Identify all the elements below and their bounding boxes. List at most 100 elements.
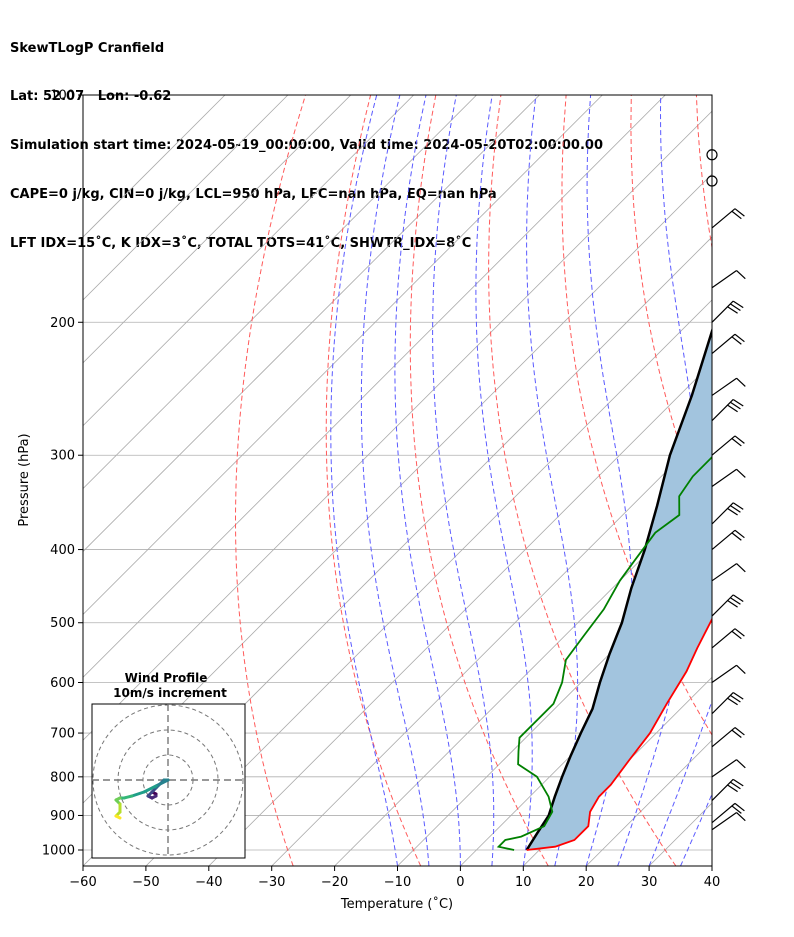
barb-flag <box>734 208 745 217</box>
y-tick-label: 800 <box>50 770 75 785</box>
barb-staff <box>711 812 737 831</box>
barb-flag <box>731 210 742 220</box>
barb-flag <box>727 507 738 516</box>
x-tick-label: −30 <box>258 875 285 890</box>
isotherm-line <box>775 95 794 866</box>
x-tick-label: −20 <box>321 875 348 890</box>
moist-adiabat-line <box>432 95 495 866</box>
y-tick-label: 100 <box>50 89 75 104</box>
hodograph-segment <box>142 784 158 794</box>
y-tick-label: 900 <box>50 809 75 824</box>
wind-barb <box>711 435 745 456</box>
barb-flag <box>732 778 744 787</box>
barb-flag <box>736 270 746 280</box>
barb-staff <box>711 435 736 456</box>
isotherm-line <box>83 95 226 238</box>
isotherm-line <box>83 95 477 490</box>
hodograph-segment <box>114 814 122 820</box>
x-tick-label: 20 <box>578 875 595 890</box>
y-tick-label: 200 <box>50 316 75 331</box>
barb-staff <box>711 300 734 323</box>
barb-flag <box>734 529 745 539</box>
barb-staff <box>711 563 737 582</box>
isotherm-line <box>83 95 352 364</box>
wind-barb <box>711 628 745 649</box>
wind-barb <box>711 502 744 525</box>
isotherm-line <box>523 676 712 866</box>
barb-flag <box>736 563 746 573</box>
wind-barb <box>711 692 744 715</box>
moist-adiabat-line <box>330 95 398 866</box>
barb-staff <box>711 727 736 748</box>
dry-adiabat-line <box>409 95 549 866</box>
header-indices: LFT IDX=15˚C, K IDX=3˚C, TOTAL TOTS=41˚C… <box>10 236 472 252</box>
moist-adiabat-line <box>680 792 712 866</box>
barb-staff <box>711 399 734 422</box>
y-tick-label: 700 <box>50 727 75 742</box>
wind-profile-inset: Wind Profile 10m/s increment <box>91 671 246 859</box>
dewpoint-line <box>496 455 712 851</box>
isotherm-line <box>83 95 666 678</box>
wind-barb <box>711 270 746 289</box>
barb-flag <box>732 692 744 700</box>
barb-staff <box>711 502 734 525</box>
isotherm-line <box>83 110 712 741</box>
barb-flag <box>736 377 746 387</box>
barb-flag <box>730 597 741 605</box>
x-tick-label: −40 <box>195 875 222 890</box>
barb-staff <box>711 208 736 229</box>
wind-barb <box>706 149 718 161</box>
header-cape: CAPE=0 j/kg, CIN=0 j/kg, LCL=950 hPa, LF… <box>10 187 497 203</box>
moist-adiabat-line <box>475 95 533 866</box>
barb-flag <box>731 336 742 345</box>
barb-flag <box>731 805 742 814</box>
wind-barb <box>711 759 746 778</box>
x-tick-label: −50 <box>132 875 159 890</box>
barb-flag <box>731 532 742 541</box>
barb-flag <box>727 600 738 608</box>
barb-staff <box>711 664 737 683</box>
barb-flag <box>736 812 746 822</box>
barb-flag <box>736 759 746 769</box>
barb-flag <box>734 727 745 736</box>
wind-barb <box>711 300 744 323</box>
dry-adiabat-line <box>762 95 794 866</box>
isotherm-line <box>711 865 712 866</box>
barb-flag <box>736 468 746 478</box>
barb-flag <box>731 630 742 640</box>
barb-flag <box>736 664 746 674</box>
wind-barb <box>711 812 746 831</box>
x-tick-label: 10 <box>515 875 532 890</box>
moist-adiabat-line <box>617 95 700 866</box>
barb-staff <box>711 628 736 649</box>
barb-staff <box>711 778 734 801</box>
x-tick-label: 0 <box>456 875 464 890</box>
header-title: SkewTLogP Cranfield <box>10 40 165 56</box>
barb-flag <box>734 628 745 637</box>
inset-subtitle: 10m/s increment <box>113 686 227 700</box>
barb-staff <box>711 594 734 617</box>
barb-flag <box>727 697 738 706</box>
barb-staff <box>711 333 736 354</box>
isotherm-line <box>83 95 289 301</box>
barb-flag <box>732 398 744 407</box>
barb-flag <box>730 401 741 410</box>
wind-barb <box>711 664 746 683</box>
barb-staff <box>711 529 736 551</box>
y-tick-label: 500 <box>50 616 75 631</box>
dry-adiabat-line <box>488 95 677 866</box>
barb-flag <box>730 694 741 703</box>
barb-flag <box>727 404 738 413</box>
calm-wind-circle <box>706 149 718 161</box>
calm-wind-circle <box>706 175 718 187</box>
dry-adiabat-line <box>235 95 306 866</box>
moist-adiabat-line <box>360 95 430 866</box>
barb-flag <box>732 502 744 510</box>
barb-flag <box>734 802 745 812</box>
isotherm-line <box>334 488 712 866</box>
isotherm-line <box>397 550 712 866</box>
chart-header: SkewTLogP Cranfield Lat: 52.07 Lon: -0.6… <box>10 8 603 269</box>
barb-flag <box>731 729 742 739</box>
y-tick-label: 400 <box>50 543 75 558</box>
barb-staff <box>711 377 737 396</box>
